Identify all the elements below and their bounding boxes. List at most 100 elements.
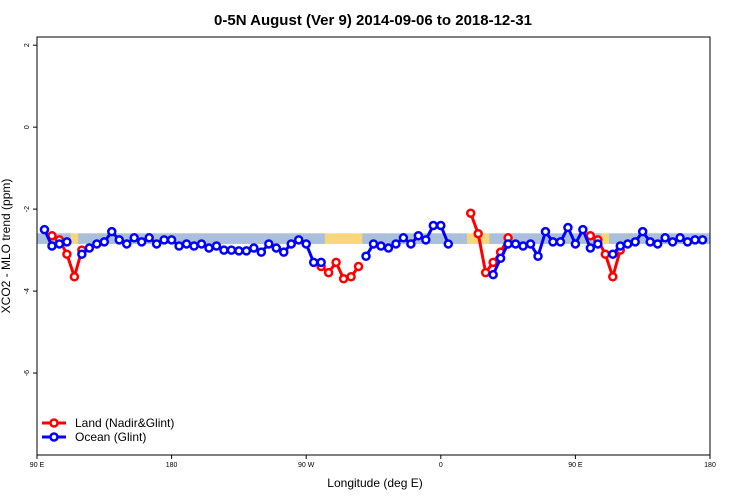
surface-band <box>309 233 318 244</box>
surface-band <box>175 233 184 244</box>
surface-band <box>489 233 498 244</box>
data-point <box>615 241 626 251</box>
data-point <box>473 228 483 239</box>
surface-band <box>511 233 520 244</box>
data-point <box>428 220 439 231</box>
data-point <box>421 235 431 245</box>
data-point <box>136 237 147 247</box>
data-point <box>652 239 663 249</box>
data-point <box>585 243 596 253</box>
x-tick-label: 90 E <box>30 462 45 469</box>
x-tick-label: 90 E <box>568 462 583 469</box>
data-point <box>338 274 349 284</box>
data-point <box>301 239 311 249</box>
data-point <box>159 235 169 245</box>
data-point <box>293 235 304 245</box>
surface-band <box>526 233 535 244</box>
surface-band <box>182 233 191 244</box>
data-point <box>510 239 521 249</box>
legend-marker <box>49 418 59 428</box>
surface-band <box>653 233 662 244</box>
data-point <box>144 233 154 243</box>
surface-band <box>108 233 116 244</box>
surface-band <box>571 233 580 244</box>
data-point <box>637 226 648 237</box>
surface-band <box>534 233 543 244</box>
data-point <box>503 239 513 249</box>
surface-band <box>227 233 236 244</box>
data-point <box>697 235 708 245</box>
surface-band <box>257 233 266 244</box>
y-tick-label: 2 <box>24 43 31 47</box>
data-point <box>264 239 274 249</box>
surface-band <box>579 233 587 244</box>
surface-band <box>362 233 371 244</box>
surface-band <box>287 233 296 244</box>
plot-frame <box>36 36 711 456</box>
surface-band <box>452 233 460 244</box>
surface-band <box>601 233 610 244</box>
data-point <box>413 231 424 241</box>
data-point <box>436 220 446 231</box>
data-point <box>196 239 207 249</box>
data-point <box>563 222 573 233</box>
surface-band <box>242 233 251 244</box>
data-point <box>682 237 693 247</box>
chart-title: 0-5N August (Ver 9) 2014-09-06 to 2018-1… <box>214 12 532 29</box>
surface-band <box>496 233 505 244</box>
surface-band <box>324 233 333 244</box>
x-axis-label: Longitude (deg E) <box>327 476 422 490</box>
data-point <box>570 239 581 249</box>
data-point <box>151 239 162 249</box>
data-point <box>608 249 618 259</box>
surface-band <box>624 233 632 244</box>
data-point <box>249 243 259 253</box>
surface-band <box>564 233 572 244</box>
surface-band <box>85 233 94 244</box>
surface-band <box>481 233 490 244</box>
data-point <box>92 239 102 249</box>
data-point <box>675 233 685 243</box>
data-point <box>226 245 237 255</box>
surface-band <box>37 233 49 244</box>
surface-band <box>407 233 415 244</box>
data-point <box>548 237 558 247</box>
surface-band <box>265 233 273 244</box>
data-point <box>121 239 132 249</box>
data-point <box>54 239 65 249</box>
data-point <box>406 239 416 249</box>
data-point <box>622 239 633 249</box>
data-point <box>361 251 371 261</box>
data-point <box>593 239 603 249</box>
surface-band <box>272 233 281 244</box>
data-point <box>608 271 618 282</box>
surface-band <box>377 233 386 244</box>
data-point <box>555 237 566 247</box>
data-point <box>84 243 95 253</box>
x-tick-label: 180 <box>166 462 178 469</box>
data-point <box>166 235 177 245</box>
data-point <box>69 271 80 282</box>
data-point <box>391 239 401 249</box>
data-point <box>346 271 356 282</box>
data-point <box>398 233 409 243</box>
data-point <box>323 267 334 278</box>
data-point <box>540 226 551 237</box>
surface-band <box>541 233 550 244</box>
data-point <box>376 241 386 251</box>
surface-band <box>609 233 617 244</box>
surface-band <box>354 233 363 244</box>
surface-band <box>437 233 445 244</box>
data-point <box>533 251 543 261</box>
data-point <box>39 224 50 235</box>
y-tick-label: -4 <box>24 288 31 294</box>
data-point <box>47 241 57 251</box>
data-point <box>465 208 476 218</box>
surface-band <box>205 233 214 244</box>
surface-band <box>280 233 288 244</box>
data-point <box>690 235 700 245</box>
data-point <box>495 253 506 264</box>
data-point <box>286 239 296 249</box>
data-point <box>211 241 222 251</box>
